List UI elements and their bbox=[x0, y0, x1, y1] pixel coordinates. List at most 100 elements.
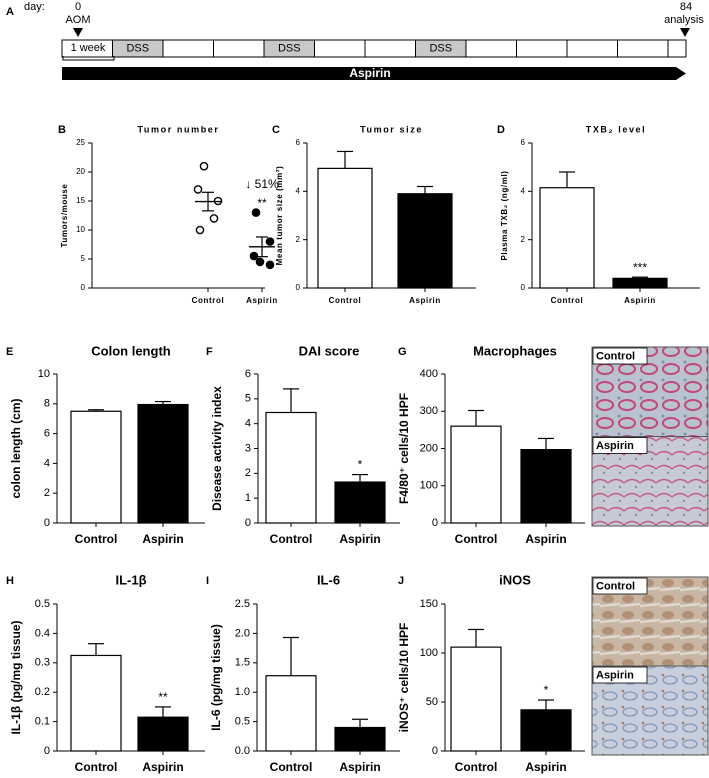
y-tick-label: 400 bbox=[420, 368, 438, 380]
y-tick-label: 0.5 bbox=[235, 716, 250, 728]
panel-letter: H bbox=[6, 575, 14, 587]
y-tick-label: 2 bbox=[44, 487, 50, 499]
y-tick-label: 6 bbox=[521, 138, 526, 147]
y-tick-label: 0 bbox=[296, 283, 301, 292]
point bbox=[265, 260, 275, 270]
x-tick-label: Control bbox=[75, 532, 118, 546]
y-tick-label: 5 bbox=[245, 393, 251, 405]
x-tick-label: Aspirin bbox=[339, 760, 380, 774]
y-tick-label: 0 bbox=[81, 283, 86, 292]
bracket bbox=[62, 56, 115, 61]
y-tick-label: 5 bbox=[81, 254, 86, 263]
point bbox=[251, 208, 261, 217]
end-day: 84 bbox=[680, 1, 692, 13]
y-tick-label: 100 bbox=[420, 647, 438, 659]
y-axis-label: Plasma TXB₂ (ng/ml) bbox=[500, 170, 509, 260]
y-tick-label: 0.3 bbox=[35, 657, 50, 669]
y-tick-label: 2.5 bbox=[235, 598, 250, 610]
x-tick-label: Control bbox=[455, 760, 498, 774]
panel-letter: I bbox=[206, 575, 209, 587]
chart-title: TXB₂ level bbox=[586, 124, 647, 134]
chart-panel: F DAI score Disease activity index 0 1 2 3 4 5 6 C… bbox=[206, 343, 400, 546]
period-box bbox=[364, 39, 416, 58]
y-tick-label: 4 bbox=[521, 186, 526, 195]
panel-letter: C bbox=[272, 124, 280, 136]
x-tick-label: Control bbox=[270, 532, 313, 546]
period-box bbox=[314, 39, 366, 58]
chart-panel: H IL-1β IL-1β (pg/mg tissue) 0 0.1 0.2 0.3 0.4 0… bbox=[6, 572, 205, 774]
period-box bbox=[667, 39, 687, 58]
period-box bbox=[617, 39, 669, 58]
micrograph-label-bg bbox=[592, 437, 648, 454]
micrograph-label-bg bbox=[592, 347, 648, 365]
micrograph-label-bg bbox=[592, 577, 648, 595]
bar bbox=[612, 277, 668, 289]
chart-title: Tumor size bbox=[360, 124, 423, 134]
x-tick-label: Aspirin bbox=[525, 760, 566, 774]
y-tick-label: 6 bbox=[44, 428, 50, 440]
x-tick-label: Aspirin bbox=[409, 296, 441, 305]
y-tick-label: 8 bbox=[44, 398, 50, 410]
micrograph-label: Control bbox=[596, 350, 635, 362]
bar bbox=[450, 646, 502, 752]
y-tick-label: 2 bbox=[296, 235, 301, 244]
significance: ** bbox=[257, 196, 267, 210]
panel-letter: J bbox=[398, 575, 404, 587]
y-tick-label: 0.4 bbox=[35, 627, 50, 639]
x-tick-label: Control bbox=[551, 296, 584, 305]
panel-letter: D bbox=[497, 124, 505, 136]
y-tick-label: 6 bbox=[296, 138, 301, 147]
y-tick-label: 0 bbox=[432, 517, 438, 529]
chart-title: DAI score bbox=[299, 343, 360, 358]
dss-label: DSS bbox=[126, 42, 149, 54]
y-tick-label: 10 bbox=[38, 368, 50, 380]
bar bbox=[334, 481, 386, 524]
end-marker bbox=[680, 28, 690, 37]
y-tick-label: 150 bbox=[420, 598, 438, 610]
y-tick-label: 20 bbox=[76, 167, 85, 176]
point bbox=[265, 237, 275, 246]
chart-panel: C Tumor size Mean tumor size (mm²) 0 2 4 6 Cont… bbox=[272, 124, 476, 305]
chart-panel: E Colon length colon length (cm) 0 2 4 6 8 10 Con… bbox=[6, 343, 205, 546]
chart-title: Colon length bbox=[91, 343, 170, 358]
y-tick-label: 1.5 bbox=[235, 657, 250, 669]
period-box bbox=[465, 39, 517, 58]
x-tick-label: Control bbox=[329, 296, 362, 305]
timeline-boxes: DSS DSS DSS bbox=[61, 39, 687, 58]
micrograph-label-bg bbox=[592, 666, 648, 684]
y-axis-label: Tumors/mouse bbox=[60, 184, 69, 248]
dss-label: DSS bbox=[429, 42, 452, 54]
x-tick-label: Aspirin bbox=[624, 296, 656, 305]
x-tick-label: Aspirin bbox=[142, 532, 183, 546]
y-tick-label: 100 bbox=[420, 480, 438, 492]
chart-title: iNOS bbox=[499, 572, 531, 587]
significance: * bbox=[544, 683, 549, 697]
point bbox=[199, 161, 209, 171]
y-tick-label: 15 bbox=[76, 196, 85, 205]
significance: ** bbox=[158, 690, 168, 704]
x-tick-label: Control bbox=[192, 296, 225, 305]
y-tick-label: 2.0 bbox=[235, 627, 250, 639]
panel-letter: E bbox=[6, 346, 13, 358]
chart-panel: D TXB₂ level Plasma TXB₂ (ng/ml) 0 2 4 6 Contro… bbox=[497, 124, 700, 305]
y-tick-label: 0 bbox=[432, 745, 438, 757]
treatment-arrow bbox=[62, 67, 686, 80]
bar bbox=[520, 449, 572, 524]
charts: B Tumor numberTumors/mouse0510152025Contr… bbox=[6, 124, 709, 774]
y-axis-label: iNOS⁺ cells/10 HPF bbox=[397, 623, 411, 733]
bar bbox=[137, 403, 189, 524]
point bbox=[193, 185, 203, 194]
y-tick-label: 50 bbox=[426, 696, 438, 708]
y-tick-label: 0 bbox=[44, 517, 50, 529]
end-event: analysis bbox=[664, 14, 704, 26]
chart-title: IL-1β bbox=[115, 572, 146, 587]
point bbox=[209, 214, 219, 223]
start-day: 0 bbox=[75, 1, 81, 13]
bar bbox=[70, 654, 122, 752]
start-marker bbox=[73, 28, 83, 37]
y-axis-label: Mean tumor size (mm²) bbox=[275, 166, 284, 266]
chart-title: IL-6 bbox=[317, 572, 340, 587]
y-tick-label: 3 bbox=[245, 442, 251, 454]
